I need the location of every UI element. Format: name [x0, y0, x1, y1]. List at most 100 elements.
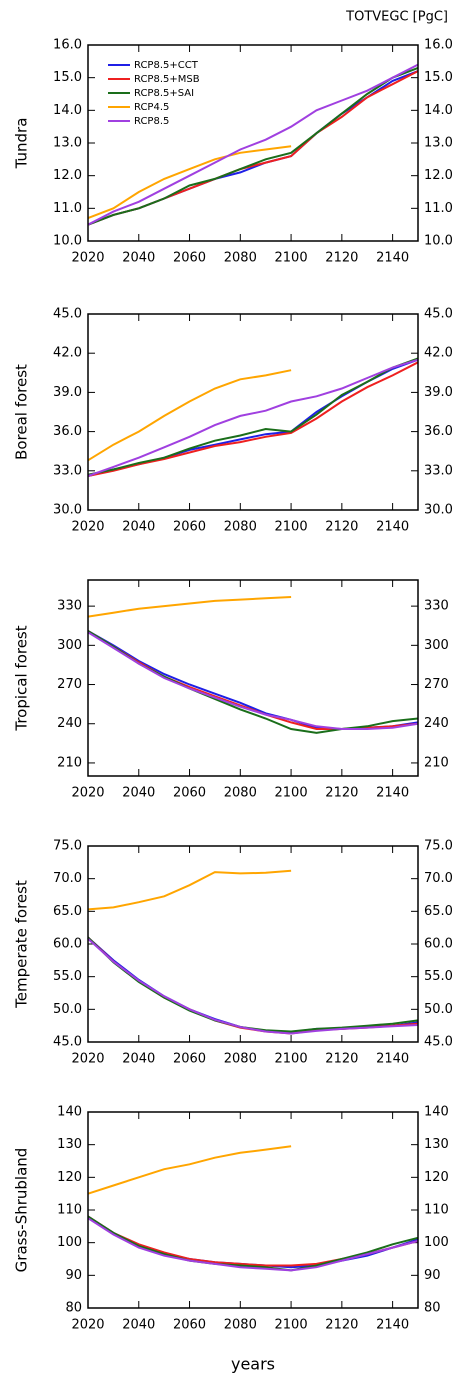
x-tick-label: 2080 [224, 1052, 257, 1067]
y2-tick-label: 65.0 [424, 904, 453, 919]
x-tick-label: 2040 [122, 520, 155, 535]
y2-tick-label: 210 [424, 755, 449, 770]
x-tick-label: 2020 [71, 1052, 104, 1067]
x-tick-label: 2060 [173, 786, 206, 801]
x-tick-label: 2060 [173, 1052, 206, 1067]
series-line [87, 1215, 419, 1267]
y-tick-label: 110 [57, 1203, 82, 1218]
y-tick-label: 240 [57, 716, 82, 731]
y2-tick-label: 39.0 [424, 385, 453, 400]
legend-label: RCP8.5+MSB [134, 74, 200, 85]
x-tick-label: 2060 [173, 1318, 206, 1333]
x-tick-label: 2020 [71, 251, 104, 266]
y-axis-label: Tropical forest [13, 625, 31, 731]
y-axis-label: Boreal forest [13, 364, 31, 460]
y-tick-label: 65.0 [53, 904, 82, 919]
legend-label: RCP8.5+SAI [134, 88, 194, 99]
y-tick-label: 60.0 [53, 937, 82, 952]
series-line [87, 630, 419, 734]
x-tick-label: 2120 [325, 520, 358, 535]
y-tick-label: 100 [57, 1235, 82, 1250]
x-tick-label: 2120 [325, 786, 358, 801]
series-line [87, 1217, 419, 1272]
y-tick-label: 16.0 [53, 38, 82, 53]
series-line [87, 1215, 419, 1272]
legend-label: RCP8.5 [134, 116, 169, 127]
y2-tick-label: 55.0 [424, 969, 453, 984]
x-tick-label: 2140 [376, 1318, 409, 1333]
y-tick-label: 12.0 [53, 168, 82, 183]
y2-tick-label: 100 [424, 1235, 449, 1250]
plot-frame [87, 44, 419, 242]
x-tick-label: 2040 [122, 1052, 155, 1067]
plot-frame [87, 1111, 419, 1309]
series-line [87, 63, 419, 226]
y-tick-label: 300 [57, 638, 82, 653]
y-tick-label: 330 [57, 599, 82, 614]
series-line [87, 361, 419, 477]
x-tick-label: 2080 [224, 251, 257, 266]
x-tick-label: 2060 [173, 520, 206, 535]
y2-tick-label: 120 [424, 1170, 449, 1185]
y-axis-label: Temperate forest [13, 880, 31, 1009]
y2-tick-label: 240 [424, 716, 449, 731]
y2-tick-label: 33.0 [424, 463, 453, 478]
x-tick-label: 2140 [376, 520, 409, 535]
x-tick-label: 2080 [224, 520, 257, 535]
y2-tick-label: 13.0 [424, 136, 453, 151]
y2-tick-label: 14.0 [424, 103, 453, 118]
x-tick-label: 2120 [325, 251, 358, 266]
y-tick-label: 70.0 [53, 871, 82, 886]
y-tick-label: 80 [65, 1301, 82, 1316]
y2-tick-label: 10.0 [424, 234, 453, 249]
x-tick-label: 2100 [275, 520, 308, 535]
y2-tick-label: 300 [424, 638, 449, 653]
y-tick-label: 270 [57, 677, 82, 692]
plot-frame [87, 845, 419, 1043]
y-tick-label: 45.0 [53, 1035, 82, 1050]
x-tick-label: 2060 [173, 251, 206, 266]
y-tick-label: 90 [65, 1268, 82, 1283]
x-tick-label: 2100 [275, 1052, 308, 1067]
y2-tick-label: 270 [424, 677, 449, 692]
y2-tick-label: 90 [424, 1268, 441, 1283]
y-tick-label: 39.0 [53, 385, 82, 400]
y2-tick-label: 15.0 [424, 70, 453, 85]
y2-tick-label: 12.0 [424, 168, 453, 183]
y-tick-label: 33.0 [53, 463, 82, 478]
y-axis-label: Tundra [13, 118, 31, 170]
series-line [87, 369, 292, 462]
x-tick-label: 2020 [71, 520, 104, 535]
x-tick-label: 2020 [71, 786, 104, 801]
y2-tick-label: 45.0 [424, 1035, 453, 1050]
x-tick-label: 2080 [224, 1318, 257, 1333]
series-line [87, 936, 419, 1033]
series-line [87, 1215, 419, 1269]
series-line [87, 938, 419, 1035]
y-tick-label: 120 [57, 1170, 82, 1185]
x-tick-label: 2140 [376, 786, 409, 801]
y2-tick-label: 330 [424, 599, 449, 614]
series-line [87, 357, 419, 476]
y-tick-label: 10.0 [53, 234, 82, 249]
series-line [87, 936, 419, 1034]
y-tick-label: 130 [57, 1137, 82, 1152]
y-tick-label: 14.0 [53, 103, 82, 118]
y2-tick-label: 45.0 [424, 307, 453, 322]
y2-tick-label: 110 [424, 1203, 449, 1218]
series-line [87, 869, 292, 911]
x-axis-label: years [231, 1355, 275, 1374]
y2-tick-label: 42.0 [424, 346, 453, 361]
y-tick-label: 13.0 [53, 136, 82, 151]
y2-tick-label: 16.0 [424, 38, 453, 53]
plot-frame [87, 313, 419, 511]
y2-tick-label: 50.0 [424, 1002, 453, 1017]
y2-tick-label: 75.0 [424, 839, 453, 854]
y-axis-label: Grass-Shrubland [13, 1148, 31, 1273]
y-tick-label: 210 [57, 755, 82, 770]
y2-tick-label: 11.0 [424, 201, 453, 216]
x-tick-label: 2100 [275, 1318, 308, 1333]
y2-tick-label: 130 [424, 1137, 449, 1152]
x-tick-label: 2120 [325, 1052, 358, 1067]
